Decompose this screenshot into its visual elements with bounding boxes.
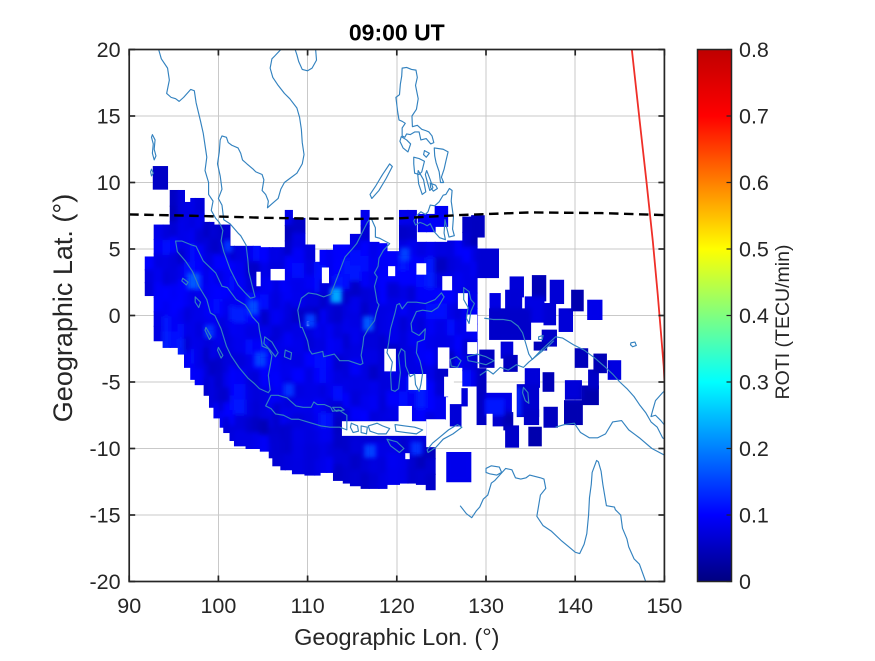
svg-text:10: 10 [97,171,121,195]
svg-text:90: 90 [117,594,141,618]
svg-text:-20: -20 [90,570,121,594]
svg-text:110: 110 [290,594,324,618]
svg-text:130: 130 [468,594,504,618]
svg-text:20: 20 [97,38,121,62]
svg-text:100: 100 [200,594,236,618]
svg-text:09:00 UT: 09:00 UT [349,20,445,46]
svg-text:0: 0 [739,570,751,594]
svg-text:140: 140 [557,594,593,618]
svg-text:0: 0 [109,304,121,328]
svg-text:5: 5 [109,238,121,262]
svg-text:0.3: 0.3 [739,371,769,395]
svg-text:0.8: 0.8 [739,38,769,62]
svg-text:0.5: 0.5 [739,238,769,262]
svg-text:-5: -5 [101,371,120,395]
svg-text:120: 120 [379,594,415,618]
svg-text:0.2: 0.2 [739,437,769,461]
svg-text:15: 15 [97,105,121,129]
svg-text:0.4: 0.4 [739,304,769,328]
svg-text:-15: -15 [90,504,121,528]
svg-text:0.6: 0.6 [739,171,769,195]
svg-text:0.1: 0.1 [739,504,769,528]
svg-text:ROTI (TECU/min): ROTI (TECU/min) [772,245,794,400]
svg-text:Geographic Lon. (°): Geographic Lon. (°) [294,624,499,650]
svg-text:0.7: 0.7 [739,105,769,129]
svg-text:150: 150 [646,594,682,618]
svg-text:Geographic Lat. (°): Geographic Lat. (°) [48,194,78,422]
svg-text:-10: -10 [90,437,121,461]
